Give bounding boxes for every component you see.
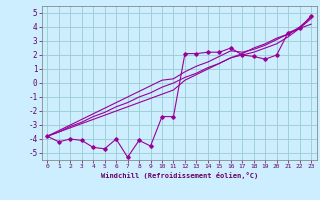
X-axis label: Windchill (Refroidissement éolien,°C): Windchill (Refroidissement éolien,°C) (100, 172, 258, 179)
